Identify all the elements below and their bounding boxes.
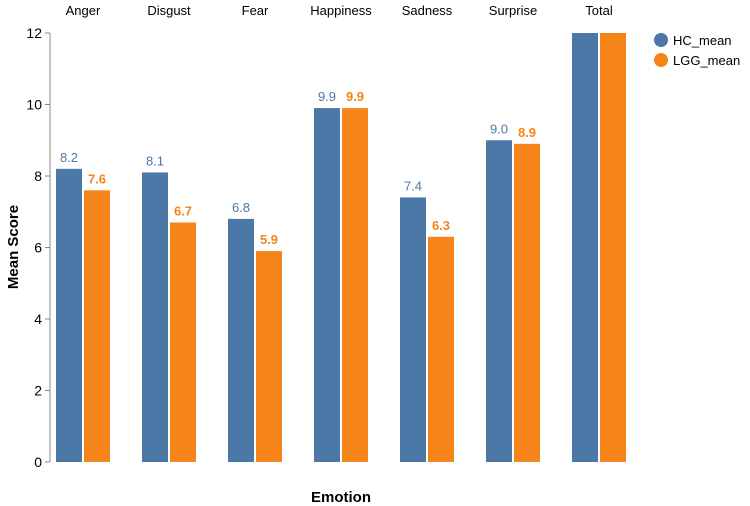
bars	[56, 33, 626, 463]
value-label: 6.8	[232, 200, 250, 215]
bar-lgg-mean	[256, 251, 282, 462]
value-label: 8.9	[518, 125, 536, 140]
bar-hc-mean	[56, 168, 82, 462]
bar-lgg-mean	[514, 143, 540, 462]
value-label: 6.7	[174, 203, 192, 218]
legend-label: LGG_mean	[673, 53, 740, 68]
value-label: 9.9	[318, 89, 336, 104]
category-label: Happiness	[310, 3, 372, 18]
legend-swatch	[654, 33, 668, 47]
y-tick-label: 4	[34, 311, 42, 327]
category-label: Disgust	[147, 3, 191, 18]
y-tick-label: 10	[26, 97, 42, 113]
y-axis-title: Mean Score	[5, 205, 22, 289]
bar-lgg-mean	[84, 190, 110, 463]
bar-lgg-mean	[342, 108, 368, 462]
value-label: 9.0	[490, 121, 508, 136]
value-label: 9.9	[346, 89, 364, 104]
bar-hc-mean	[228, 218, 254, 462]
y-axis: 0 2 4 6 8 10 12	[26, 25, 51, 470]
category-label: Fear	[242, 3, 269, 18]
value-label: 6.3	[432, 218, 450, 233]
value-labels: 8.2 7.6 8.1 6.7 6.8 5.9 9.9 9.9 7.4 6.3 9.0 8.9	[60, 89, 536, 247]
bar-lgg-mean	[600, 33, 626, 462]
legend-label: HC_mean	[673, 33, 732, 48]
legend-swatch	[654, 53, 668, 67]
bar-hc-mean	[142, 172, 168, 463]
category-label: Anger	[66, 3, 101, 18]
bar-hc-mean	[486, 140, 512, 462]
value-label: 8.2	[60, 150, 78, 165]
value-label: 7.4	[404, 178, 422, 193]
bar-hc-mean	[572, 33, 598, 462]
x-axis-title: Emotion	[311, 489, 371, 506]
category-label: Total	[585, 3, 613, 18]
category-label: Sadness	[402, 3, 453, 18]
y-tick-label: 0	[34, 454, 42, 470]
bar-hc-mean	[400, 197, 426, 462]
value-label: 5.9	[260, 232, 278, 247]
category-labels: Anger Disgust Fear Happiness Sadness Surprise…	[66, 3, 613, 18]
legend: HC_mean LGG_mean	[654, 33, 740, 68]
y-tick-label: 6	[34, 240, 42, 256]
category-label: Surprise	[489, 3, 537, 18]
value-label: 8.1	[146, 153, 164, 168]
bar-lgg-mean	[428, 236, 454, 462]
value-label: 7.6	[88, 171, 106, 186]
y-tick-label: 2	[34, 383, 42, 399]
bar-lgg-mean	[170, 222, 196, 462]
y-tick-label: 8	[34, 168, 42, 184]
bar-hc-mean	[314, 108, 340, 462]
y-tick-label: 12	[26, 25, 42, 41]
